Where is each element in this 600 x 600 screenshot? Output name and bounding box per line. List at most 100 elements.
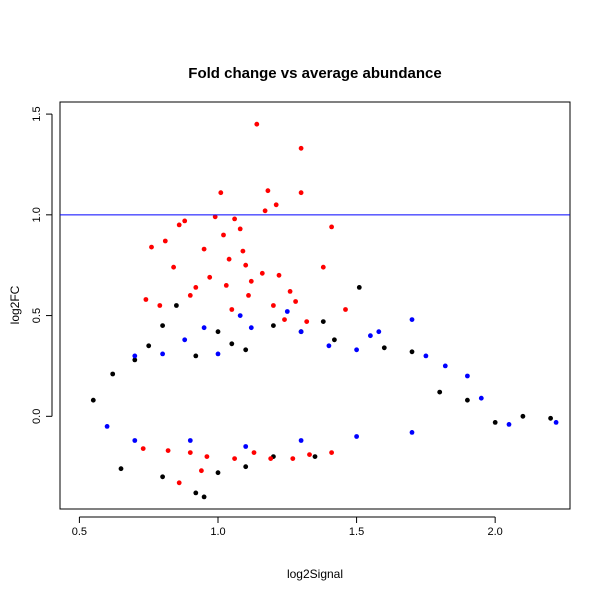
y-tick-label: 0.5: [31, 308, 43, 323]
y-tick-label: 0.0: [31, 409, 43, 424]
data-point: [423, 353, 429, 359]
data-point: [182, 218, 188, 224]
data-point: [215, 351, 221, 357]
data-points: [90, 121, 559, 500]
data-point: [118, 466, 124, 472]
data-point: [376, 329, 382, 335]
data-point: [187, 438, 193, 443]
data-point: [243, 464, 249, 470]
data-point: [329, 224, 334, 230]
data-point: [284, 309, 290, 314]
data-point: [465, 397, 470, 403]
data-point: [187, 450, 193, 455]
data-point: [226, 256, 232, 262]
data-point: [298, 145, 304, 151]
data-point: [229, 341, 235, 347]
data-point: [232, 216, 238, 222]
data-point: [282, 317, 287, 322]
data-point: [332, 337, 337, 343]
data-point: [165, 448, 171, 453]
data-point: [254, 121, 260, 127]
data-point: [276, 272, 282, 278]
data-point: [171, 264, 177, 270]
data-point: [104, 424, 110, 429]
data-point: [243, 444, 249, 449]
data-point: [248, 278, 254, 284]
data-point: [293, 299, 298, 304]
data-point: [174, 303, 179, 308]
data-point: [229, 307, 235, 312]
data-point: [287, 289, 293, 294]
x-tick-label: 2.0: [488, 526, 503, 538]
data-point: [149, 244, 154, 250]
data-point: [248, 325, 254, 331]
data-point: [90, 397, 96, 403]
data-point: [262, 208, 268, 214]
data-point: [132, 353, 138, 359]
data-point: [298, 438, 304, 443]
data-point: [506, 422, 512, 427]
data-point: [326, 343, 332, 349]
data-point: [246, 293, 251, 298]
data-point: [265, 188, 271, 194]
data-point: [232, 456, 238, 461]
data-point: [240, 248, 246, 254]
data-point: [212, 214, 218, 220]
data-point: [368, 333, 373, 339]
data-point: [162, 238, 168, 244]
data-point: [160, 474, 166, 480]
data-point: [343, 307, 348, 312]
data-point: [271, 323, 276, 328]
data-point: [271, 303, 276, 308]
data-point: [201, 325, 207, 331]
data-point: [182, 337, 188, 343]
data-point: [193, 490, 199, 496]
data-point: [243, 262, 249, 268]
data-point: [320, 319, 326, 324]
data-point: [223, 283, 229, 288]
chart-title: Fold change vs average abundance: [188, 65, 441, 82]
data-point: [215, 470, 221, 476]
data-point: [132, 357, 138, 363]
data-point: [478, 395, 484, 401]
data-point: [140, 446, 146, 451]
data-point: [243, 347, 249, 353]
data-point: [237, 313, 243, 318]
data-point: [160, 323, 166, 328]
data-point: [160, 351, 166, 357]
data-point: [201, 494, 207, 500]
data-point: [157, 303, 163, 308]
data-point: [193, 353, 199, 359]
x-tick-label: 0.5: [72, 526, 87, 538]
data-point: [215, 329, 221, 335]
data-point: [259, 270, 265, 276]
data-point: [268, 456, 274, 461]
data-point: [329, 450, 334, 455]
data-point: [204, 454, 210, 459]
data-point: [437, 389, 443, 395]
data-point: [548, 415, 553, 421]
data-point: [409, 317, 415, 322]
y-tick-label: 1.5: [31, 106, 43, 121]
data-point: [237, 226, 243, 232]
data-point: [221, 232, 226, 238]
y-tick-label: 1.0: [31, 207, 43, 222]
data-point: [290, 456, 296, 461]
data-point: [207, 274, 213, 280]
x-tick-label: 1.5: [349, 526, 364, 538]
data-point: [298, 329, 304, 335]
data-point: [492, 420, 498, 425]
data-point: [442, 363, 448, 369]
data-point: [143, 297, 149, 302]
data-point: [298, 190, 304, 196]
data-point: [381, 345, 387, 351]
data-point: [409, 349, 415, 355]
data-point: [354, 434, 359, 439]
data-point: [273, 202, 279, 208]
data-point: [520, 413, 526, 419]
data-point: [110, 371, 116, 377]
data-point: [199, 468, 204, 474]
data-point: [356, 285, 362, 290]
x-tick-label: 1.0: [210, 526, 225, 538]
data-point: [132, 438, 138, 443]
